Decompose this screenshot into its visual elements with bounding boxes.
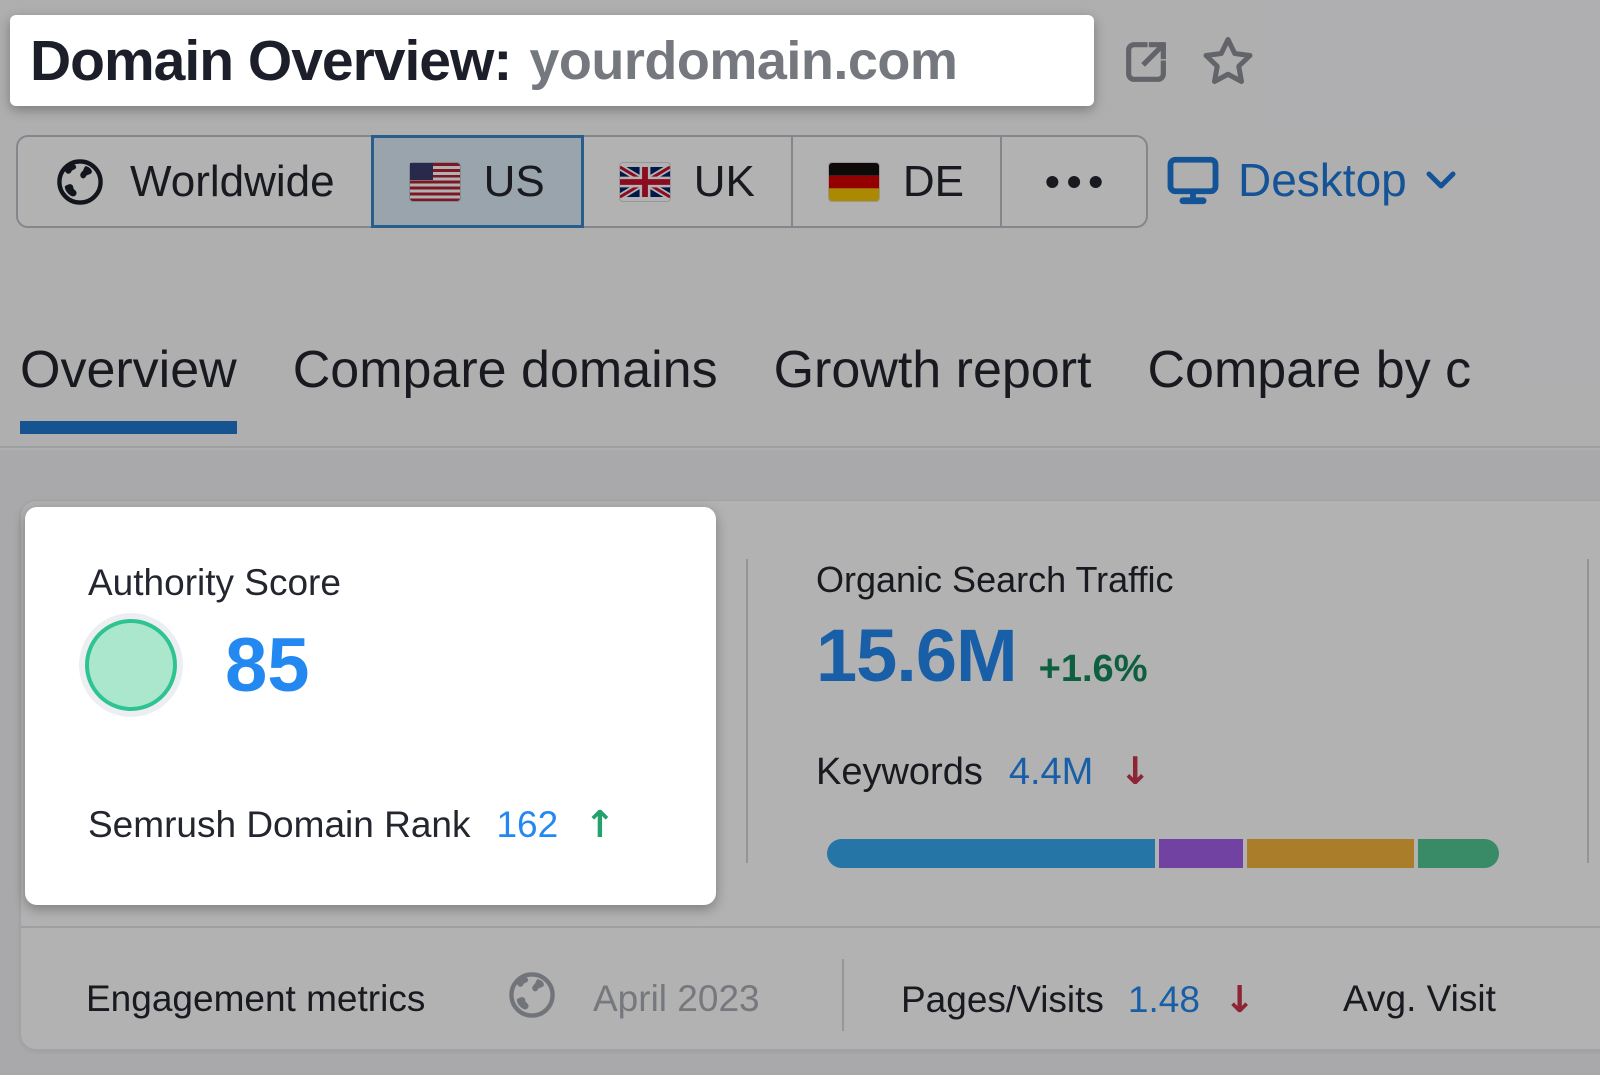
open-in-new-tab-icon[interactable] xyxy=(1120,36,1172,88)
globe-icon xyxy=(54,156,106,208)
authority-score-gauge xyxy=(85,619,177,711)
more-regions-button[interactable]: ••• xyxy=(999,135,1149,228)
ellipsis-icon: ••• xyxy=(1044,157,1111,205)
region-selector: Worldwide US UK xyxy=(16,135,1149,228)
region-uk-button[interactable]: UK xyxy=(581,135,793,228)
device-selector[interactable]: Desktop xyxy=(1166,148,1457,212)
uk-flag-icon xyxy=(619,163,670,201)
region-label: US xyxy=(483,156,545,206)
authority-score-title: Authority Score xyxy=(88,562,341,603)
organic-traffic-value[interactable]: 15.6M xyxy=(816,614,1018,697)
desktop-monitor-icon xyxy=(1166,155,1220,205)
region-label: UK xyxy=(693,156,755,206)
region-label: DE xyxy=(902,156,964,206)
intent-segment-gold xyxy=(1246,839,1415,868)
worldwide-globe-icon xyxy=(506,969,558,1021)
rank-up-arrow-icon: ↑ xyxy=(584,803,616,846)
us-flag-icon xyxy=(409,162,460,201)
keywords-label: Keywords xyxy=(816,751,983,793)
pages-visits-value[interactable]: 1.48 xyxy=(1127,979,1200,1020)
keywords-intent-bar xyxy=(827,839,1503,868)
region-de-button[interactable]: DE xyxy=(790,135,1002,228)
organic-traffic-change: +1.6% xyxy=(1038,648,1148,690)
device-label: Desktop xyxy=(1238,154,1407,206)
column-divider xyxy=(1587,559,1589,863)
region-us-button[interactable]: US xyxy=(370,135,584,228)
engagement-divider xyxy=(21,926,1600,928)
region-worldwide-button[interactable]: Worldwide xyxy=(16,135,373,228)
page-title: Domain Overview: xyxy=(30,28,512,93)
de-flag-icon xyxy=(828,162,879,201)
region-label: Worldwide xyxy=(130,156,335,206)
favorite-star-icon[interactable] xyxy=(1198,32,1258,92)
organic-traffic-title: Organic Search Traffic xyxy=(816,559,1174,600)
tab-growth-report[interactable]: Growth report xyxy=(773,341,1092,399)
semrush-domain-rank-label: Semrush Domain Rank xyxy=(88,804,471,845)
intent-segment-purple xyxy=(1158,839,1243,868)
pages-visits-down-arrow-icon: ↓ xyxy=(1223,978,1255,1021)
intent-segment-blue xyxy=(827,839,1155,868)
engagement-separator xyxy=(842,959,844,1031)
authority-score-value: 85 xyxy=(225,622,310,708)
column-divider xyxy=(746,559,748,863)
tab-compare-domains[interactable]: Compare domains xyxy=(292,341,718,399)
pages-visits-label: Pages/Visits xyxy=(901,979,1104,1020)
keywords-down-arrow-icon: ↓ xyxy=(1119,749,1152,793)
avg-visit-label: Avg. Visit xyxy=(1343,978,1496,1019)
tabs-divider xyxy=(0,446,1600,448)
engagement-period: April 2023 xyxy=(593,978,760,1019)
keywords-value[interactable]: 4.4M xyxy=(1008,751,1094,793)
page-title-highlight: Domain Overview: yourdomain.com xyxy=(10,15,1094,106)
report-tabs: Overview Compare domains Growth report C… xyxy=(0,340,1600,450)
authority-score-highlight: Authority Score 85 Semrush Domain Rank 1… xyxy=(25,507,716,905)
tab-compare-by-countries[interactable]: Compare by c xyxy=(1147,341,1472,399)
chevron-down-icon xyxy=(1425,169,1457,191)
tab-overview[interactable]: Overview xyxy=(20,340,237,434)
engagement-metrics-title: Engagement metrics xyxy=(86,978,426,1019)
page-title-domain: yourdomain.com xyxy=(529,30,958,91)
intent-segment-green xyxy=(1418,839,1500,868)
semrush-domain-rank-value[interactable]: 162 xyxy=(496,804,559,845)
